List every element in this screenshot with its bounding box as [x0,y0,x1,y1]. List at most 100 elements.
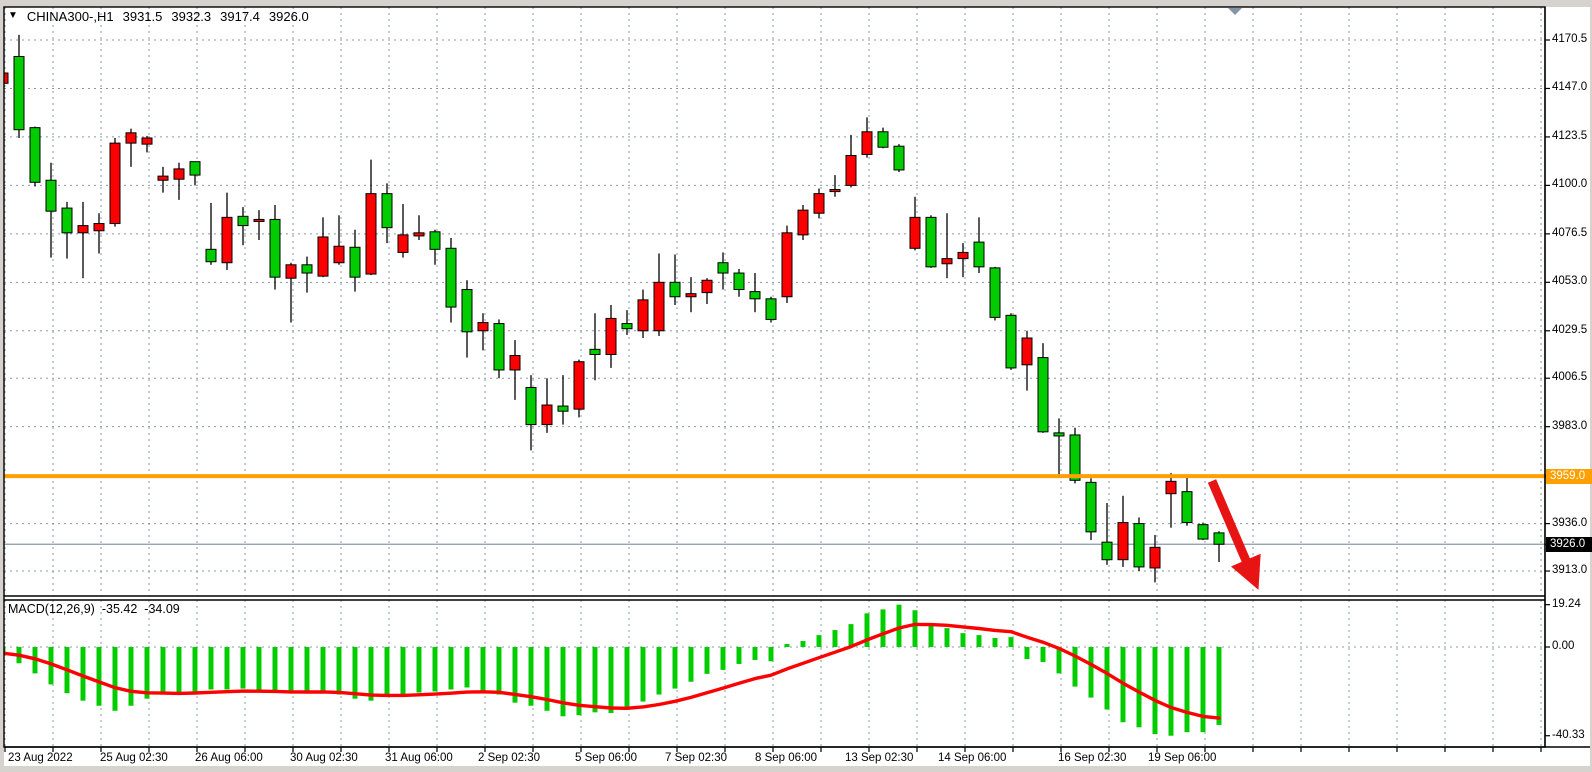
candle [1053,432,1065,437]
candle [13,55,25,131]
candle [4,72,9,84]
time-axis-label: 25 Aug 02:30 [100,752,168,764]
price-axis-label: 4029.5 [1552,323,1588,336]
macd-axis-label: 0.00 [1552,640,1575,652]
price-axis-label: 4006.5 [1552,371,1588,384]
candle [365,193,377,275]
candle [1197,524,1209,540]
candle [813,193,825,214]
candle [941,258,953,265]
price-axis-label: 4123.5 [1552,129,1588,142]
candle [845,154,857,186]
candle [589,348,601,356]
candle [733,272,745,291]
candle [429,231,441,250]
quote-open: 3931.5 [122,9,163,24]
macd-current-value: -35.42 [101,602,138,616]
candle [413,232,425,237]
candle [333,245,345,264]
plot-area[interactable] [0,7,1545,747]
time-axis-label: 16 Sep 02:30 [1058,752,1127,764]
candle [157,175,169,181]
candle [61,207,73,234]
candle [317,236,329,277]
candle [909,216,921,249]
candle [781,232,793,298]
candle [1005,314,1017,369]
candle [1213,532,1225,545]
candle [301,264,313,274]
time-axis-label: 5 Sep 06:00 [575,752,638,764]
candle [653,281,665,332]
candle [349,246,361,278]
candle [605,317,617,356]
macd-name: MACD(12,26,9) [8,602,95,616]
time-axis-label: 8 Sep 06:00 [755,752,818,764]
candle [109,142,121,225]
axis-ticks [4,39,1550,752]
candle [1085,481,1097,533]
time-axis-label: 26 Aug 06:00 [195,752,263,764]
price-axis-label: 3913.0 [1552,564,1588,577]
trend-arrow[interactable] [1207,479,1261,590]
time-axis-label: 7 Sep 02:30 [665,752,728,764]
candle [685,293,697,298]
candle [237,215,249,227]
quote-low: 3917.4 [220,9,260,24]
time-axis-label: 14 Sep 06:00 [938,752,1007,764]
candle [125,132,137,144]
candle [173,168,185,180]
candle [1101,541,1113,561]
candle [717,262,729,274]
candle [893,145,905,171]
candle [989,267,1001,318]
macd-histogram [4,604,1222,736]
symbol-period-label: CHINA300-,H1 [26,9,114,24]
macd-indicator-label: MACD(12,26,9) -35.42 -34.09 [8,602,180,616]
candle [861,131,873,155]
candle [557,405,569,412]
candle [477,322,489,332]
candle [1117,522,1129,561]
candle [701,279,713,294]
candle [1149,546,1161,569]
candle [141,137,153,145]
candle [1165,480,1177,495]
plot-background [4,7,1590,766]
time-axis-label: 13 Sep 02:30 [845,752,914,764]
candlestick-series [4,34,1225,583]
candle [509,355,521,371]
price-axis-label: 4147.0 [1552,81,1588,94]
candle [669,281,681,298]
candle [1133,523,1145,568]
candle [973,241,985,268]
candle [461,289,473,333]
candle [253,218,265,222]
candle [541,404,553,426]
macd-axis-label: -40.33 [1552,728,1585,741]
price-axis-label: 3936.0 [1552,516,1588,529]
candle [765,298,777,320]
candle [397,234,409,253]
candle [637,299,649,332]
price-axis-label: 4076.5 [1552,226,1588,239]
candle [205,248,217,263]
price-axis-label: 4053.0 [1552,275,1588,288]
scroll-marker-icon[interactable] [1228,8,1242,15]
candle [621,323,633,330]
candle [749,291,761,300]
price-axis-label: 3983.0 [1552,419,1588,432]
symbol-dropdown-icon[interactable]: ▼ [8,10,18,21]
time-axis-label: 19 Sep 06:00 [1148,752,1217,764]
candle [381,193,393,229]
candle [1021,337,1033,366]
quote-line: ▼ CHINA300-,H1 3931.5 3932.3 3917.4 3926… [8,9,309,24]
support-price-badge: 3959.0 [1546,468,1592,484]
bid-price-badge: 3926.0 [1546,536,1592,552]
time-axis-label: 2 Sep 02:30 [478,752,541,764]
candle [285,264,297,279]
candle [189,161,201,176]
candle [445,247,457,308]
